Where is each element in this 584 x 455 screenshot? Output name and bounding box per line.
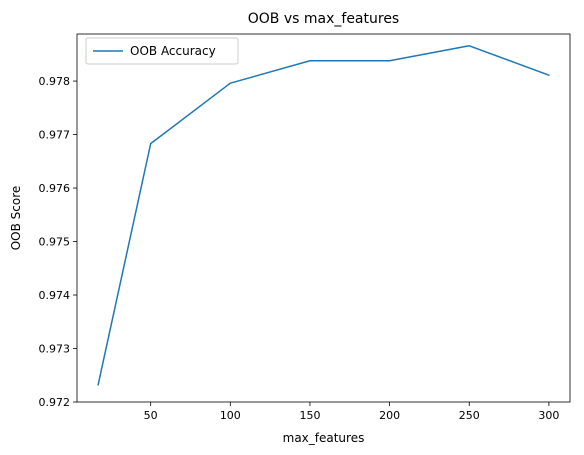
y-tick-label: 0.975 (39, 236, 71, 249)
plot-area (76, 33, 571, 403)
x-axis-label: max_features (283, 431, 365, 445)
x-axis-ticks: 50 100 150 200 250 300 (144, 402, 559, 422)
x-tick-label: 300 (538, 409, 559, 422)
y-tick-label: 0.972 (39, 396, 71, 409)
y-tick-label: 0.976 (39, 182, 71, 195)
plot-frame (76, 33, 571, 403)
legend: OOB Accuracy (85, 37, 239, 65)
x-tick-label: 50 (144, 409, 158, 422)
x-tick-label: 250 (459, 409, 480, 422)
x-tick-label: 150 (299, 409, 320, 422)
legend-label-oob-accuracy: OOB Accuracy (130, 44, 216, 58)
chart-title: OOB vs max_features (248, 11, 399, 27)
series-layer (97, 45, 550, 386)
y-tick-label: 0.977 (39, 129, 71, 142)
x-tick-label: 100 (220, 409, 241, 422)
series-line-oob-accuracy (97, 45, 550, 386)
y-axis-label: OOB Score (9, 186, 23, 251)
y-tick-label: 0.978 (39, 75, 71, 88)
y-tick-label: 0.973 (39, 343, 71, 356)
y-tick-label: 0.974 (39, 289, 71, 302)
legend-box (85, 37, 239, 65)
x-tick-label: 200 (379, 409, 400, 422)
y-axis-ticks: 0.972 0.973 0.974 0.975 0.976 0.977 0.978 (39, 75, 77, 409)
